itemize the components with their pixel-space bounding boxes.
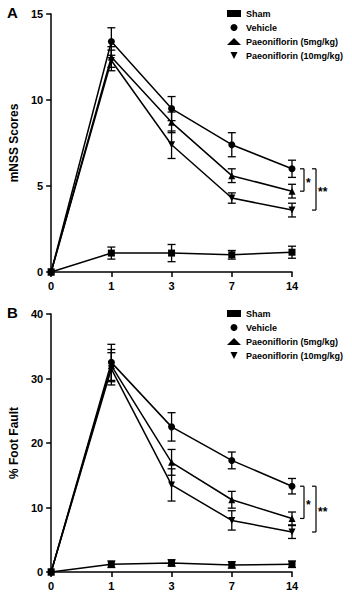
svg-text:% Foot Fault: % Foot Fault [7, 407, 21, 479]
svg-text:15: 15 [31, 8, 43, 20]
svg-text:**: ** [318, 505, 328, 519]
svg-text:A: A [7, 4, 18, 21]
svg-text:*: * [306, 498, 311, 512]
svg-text:Paeoniflorin (5mg/kg): Paeoniflorin (5mg/kg) [246, 337, 338, 347]
svg-text:Paeoniflorin (10mg/kg): Paeoniflorin (10mg/kg) [246, 51, 343, 61]
svg-text:20: 20 [31, 437, 43, 449]
svg-text:30: 30 [31, 373, 43, 385]
svg-text:3: 3 [169, 280, 175, 292]
svg-text:Sham: Sham [246, 309, 271, 319]
svg-text:40: 40 [31, 308, 43, 320]
svg-text:7: 7 [229, 280, 235, 292]
svg-text:3: 3 [169, 580, 175, 592]
svg-text:14: 14 [286, 580, 299, 592]
svg-text:**: ** [318, 185, 328, 199]
svg-text:1: 1 [108, 280, 114, 292]
svg-text:mNSS Scores: mNSS Scores [7, 103, 21, 182]
svg-text:B: B [7, 304, 18, 321]
svg-text:*: * [306, 176, 311, 190]
svg-text:0: 0 [37, 266, 43, 278]
svg-text:Paeoniflorin (10mg/kg): Paeoniflorin (10mg/kg) [246, 351, 343, 361]
svg-text:1: 1 [108, 580, 114, 592]
svg-text:10: 10 [31, 94, 43, 106]
svg-text:7: 7 [229, 580, 235, 592]
svg-text:5: 5 [37, 180, 43, 192]
svg-text:10: 10 [31, 502, 43, 514]
svg-text:0: 0 [48, 580, 54, 592]
svg-text:Sham: Sham [246, 9, 271, 19]
svg-text:0: 0 [48, 280, 54, 292]
svg-text:Vehicle: Vehicle [246, 323, 277, 333]
svg-text:Paeoniflorin (5mg/kg): Paeoniflorin (5mg/kg) [246, 37, 338, 47]
svg-text:Vehicle: Vehicle [246, 23, 277, 33]
svg-text:14: 14 [286, 280, 299, 292]
svg-text:0: 0 [37, 566, 43, 578]
